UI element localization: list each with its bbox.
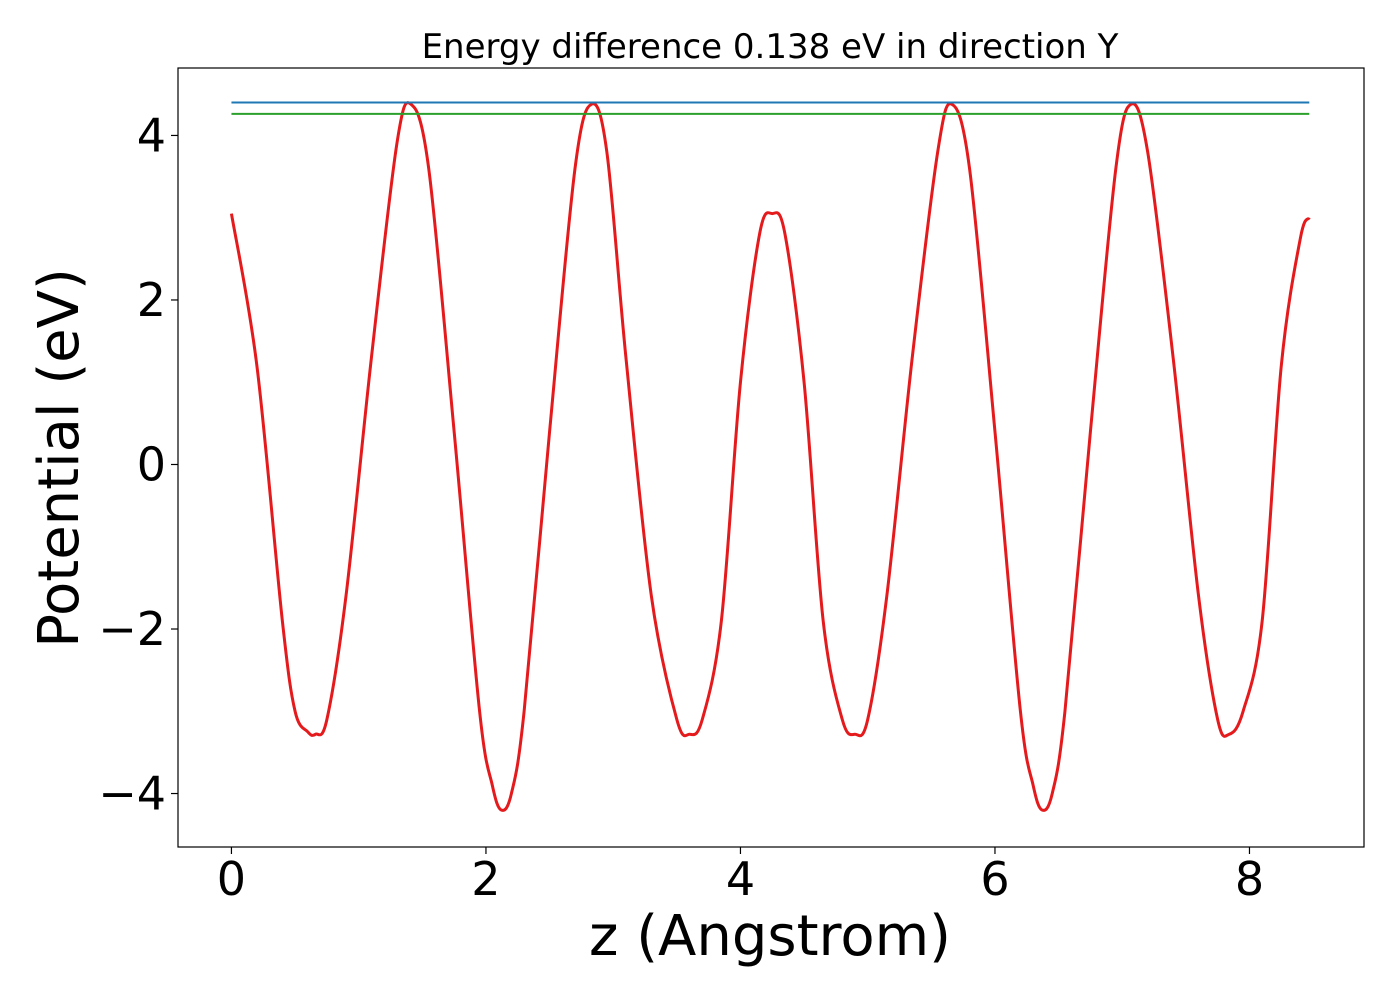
y-axis-label: Potential (eV): [27, 268, 92, 648]
chart-title: Energy difference 0.138 eV in direction …: [422, 27, 1119, 67]
x-tick-label: 4: [726, 852, 755, 906]
plot-frame: [177, 67, 1365, 848]
y-tick-label: 4: [137, 108, 166, 162]
x-tick-label: 2: [471, 852, 500, 906]
x-tick-label: 6: [980, 852, 1009, 906]
x-tick-label: 0: [217, 852, 246, 906]
x-tick-label: 8: [1235, 852, 1264, 906]
plot-area: 0 2 4 6 8 −4 −2 0 2 4: [98, 67, 1365, 906]
y-tick-label: 0: [137, 437, 166, 491]
y-tick-label: −4: [98, 767, 166, 821]
series-line-0: [229, 101, 1311, 812]
x-axis-label: z (Angstrom): [589, 904, 951, 969]
y-tick-label: −2: [98, 602, 166, 656]
y-tick-label: 2: [137, 273, 166, 327]
